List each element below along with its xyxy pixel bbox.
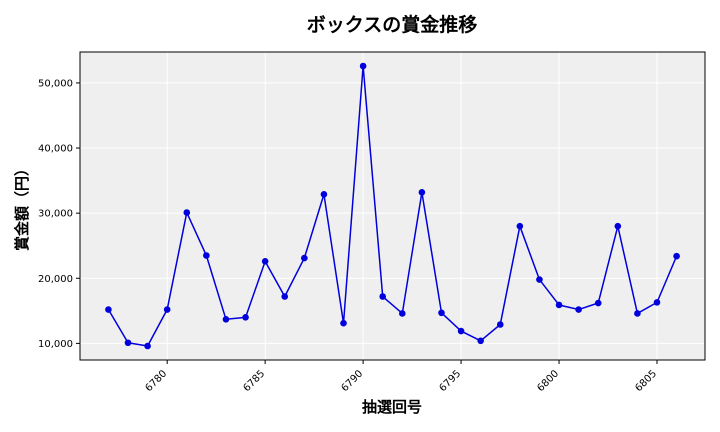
plot-frame xyxy=(79,51,706,361)
data-point xyxy=(222,316,230,323)
data-point xyxy=(301,254,308,262)
data-point xyxy=(614,222,622,230)
data-point xyxy=(457,327,465,335)
series-line xyxy=(107,65,678,347)
x-axis-label: 抽選回号 xyxy=(362,398,422,416)
x-tick-label: 6800 xyxy=(535,368,561,394)
plot-area xyxy=(80,52,705,360)
data-point xyxy=(575,306,582,313)
chart-title: ボックスの賞金推移 xyxy=(307,13,477,36)
x-tick-label: 6790 xyxy=(339,368,365,394)
y-axis-ticks: 10,000 20,000 30,000 40,000 50,000 xyxy=(38,78,80,350)
data-point xyxy=(105,306,112,313)
x-tick-label: 6785 xyxy=(241,368,267,394)
data-point xyxy=(418,189,426,196)
x-tick-label: 6795 xyxy=(437,368,463,394)
grid xyxy=(80,52,705,360)
y-axis-label: 賞金額（円） xyxy=(13,161,31,251)
data-point xyxy=(203,252,210,259)
data-point xyxy=(673,252,680,260)
data-point xyxy=(242,314,249,321)
y-tick-label: 20,000 xyxy=(38,274,73,285)
data-point xyxy=(340,319,347,327)
data-point xyxy=(555,301,563,309)
data-point xyxy=(144,342,151,350)
data-point xyxy=(261,258,269,265)
data-point xyxy=(634,310,641,317)
data-point xyxy=(281,293,289,300)
y-tick-label: 10,000 xyxy=(38,339,73,350)
data-point xyxy=(516,222,524,230)
y-tick-label: 30,000 xyxy=(38,209,73,220)
data-point xyxy=(379,293,387,300)
data-points xyxy=(105,62,680,350)
data-point xyxy=(183,209,191,216)
data-point xyxy=(496,321,504,328)
y-tick-label: 50,000 xyxy=(38,78,73,89)
data-point xyxy=(124,339,132,347)
data-point xyxy=(594,299,602,307)
data-point xyxy=(163,306,171,313)
data-point xyxy=(359,62,367,70)
data-point xyxy=(320,190,328,198)
series-line-group xyxy=(107,65,678,347)
x-axis-ticks: 6780 6785 6790 6795 6800 6805 xyxy=(144,360,659,394)
x-tick-label: 6780 xyxy=(144,368,170,394)
data-point xyxy=(536,276,543,283)
data-point xyxy=(477,337,484,345)
x-tick-label: 6805 xyxy=(633,368,659,394)
data-point xyxy=(653,299,661,306)
data-point xyxy=(398,310,406,317)
data-point xyxy=(438,309,445,317)
y-tick-label: 40,000 xyxy=(38,144,73,155)
